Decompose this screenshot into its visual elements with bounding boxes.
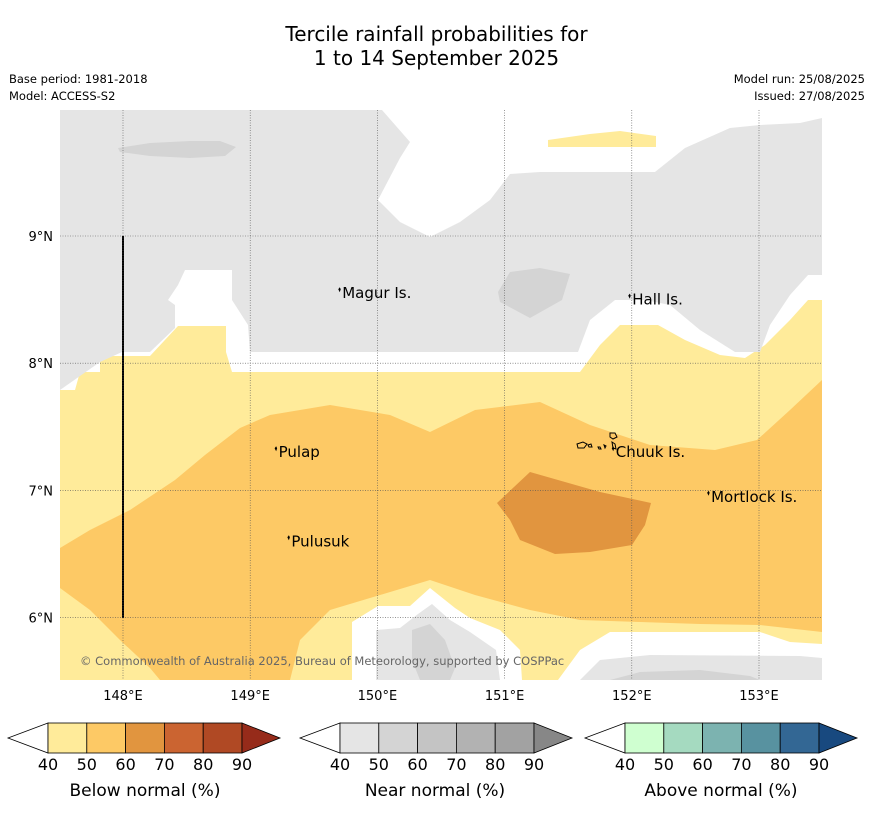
near-normal-50-60-north-center — [498, 268, 570, 318]
colorbar-swatch — [779, 722, 820, 754]
colorbar-swatch — [702, 722, 742, 754]
tick-labels: 148°E 149°E 150°E 151°E 152°E 153°E 9°N 8°N 7°N 6… — [29, 230, 779, 704]
below-normal-40-50-south — [60, 588, 160, 680]
place-labels: Magur Is. Hall Is. Pulap Chuuk Is. Mortlock … — [274, 284, 797, 550]
map-fields — [60, 110, 822, 680]
colorbar-tick-label: 60 — [407, 755, 427, 774]
lon-tick-label: 149°E — [230, 689, 270, 704]
colorbar-under-triangle — [6, 722, 49, 754]
island-marker — [287, 535, 290, 541]
island-marker — [707, 490, 710, 496]
lat-tick-label: 8°N — [29, 357, 54, 372]
colorbar-tick-label: 40 — [615, 755, 635, 774]
colorbar-swatch — [455, 722, 496, 754]
colorbar-tick-label: 80 — [193, 755, 213, 774]
below-normal-60-70-field — [497, 472, 651, 554]
colorbar-swatch — [378, 722, 419, 754]
colorbar-near-normal-graphic: 40 50 60 70 80 90 — [298, 722, 574, 774]
lon-tick-label: 151°E — [485, 689, 525, 704]
colorbar-swatch — [202, 722, 243, 754]
colorbar-above-normal-title: Above normal (%) — [644, 781, 798, 801]
colorbar-tick-label: 80 — [485, 755, 505, 774]
colorbar-swatch — [86, 722, 127, 754]
colorbar-swatch — [339, 722, 380, 754]
colorbar-swatch — [740, 722, 781, 754]
lon-tick-label: 152°E — [612, 689, 652, 704]
colorbar-tick-label: 40 — [330, 755, 350, 774]
colorbar-swatch — [125, 722, 165, 754]
island-marker — [274, 446, 278, 452]
colorbar-below-normal-title: Below normal (%) — [69, 781, 221, 801]
colorbar-above-normal: 40 50 60 70 80 90 — [577, 720, 867, 780]
colorbar-tick-label: 60 — [115, 755, 135, 774]
colorbar-over-triangle — [818, 722, 859, 754]
meta-right: Model run: 25/08/2025 Issued: 27/08/2025 — [734, 71, 865, 105]
colorbar-tick-label: 50 — [654, 755, 674, 774]
below-normal-40-50-north-strip — [548, 131, 656, 147]
base-period: Base period: 1981-2018 — [9, 72, 148, 86]
place-label: Magur Is. — [342, 284, 411, 302]
chuuk-island-outlines — [576, 432, 618, 450]
island-marker — [611, 446, 615, 452]
colorbar-swatch — [624, 722, 665, 754]
colorbar-tick-label: 90 — [524, 755, 544, 774]
island-marker — [628, 293, 631, 299]
colorbar-tick-label: 70 — [446, 755, 466, 774]
place-label: Hall Is. — [632, 291, 683, 309]
colorbar-tick-label: 80 — [770, 755, 790, 774]
graticule — [60, 110, 822, 680]
place-label: Pulap — [279, 443, 320, 461]
lon-tick-label: 150°E — [358, 689, 398, 704]
lat-tick-label: 6°N — [29, 612, 54, 627]
colorbar-tick-label: 50 — [77, 755, 97, 774]
colorbar-under-triangle — [583, 722, 626, 754]
colorbar-swatch — [494, 722, 535, 754]
place-label: Mortlock Is. — [711, 488, 797, 506]
colorbar-below-normal: 40 50 60 70 80 90 — [0, 720, 290, 780]
map-title-line2: 1 to 14 September 2025 — [313, 46, 560, 70]
model-name: Model: ACCESS-S2 — [9, 89, 116, 103]
place-label: Pulusuk — [291, 532, 349, 550]
colorbar-below-normal-graphic: 40 50 60 70 80 90 — [6, 722, 282, 774]
lon-tick-label: 148°E — [103, 689, 143, 704]
near-normal-50-60-southeast — [610, 670, 760, 680]
near-normal-50-60-north-west — [118, 141, 236, 158]
map-title: Tercile rainfall probabilities for 1 to … — [0, 22, 873, 70]
lon-tick-label: 153°E — [739, 689, 779, 704]
colorbar-swatch — [47, 722, 88, 754]
colorbar-over-triangle — [241, 722, 282, 754]
colorbar-tick-label: 90 — [232, 755, 252, 774]
lat-tick-label: 9°N — [29, 230, 54, 245]
near-normal-50-60-south — [412, 624, 455, 680]
colorbar-tick-label: 70 — [154, 755, 174, 774]
colorbar-over-triangle — [533, 722, 574, 754]
place-label: Chuuk Is. — [616, 443, 685, 461]
island-marker — [338, 287, 341, 293]
colorbar-swatch — [417, 722, 457, 754]
colorbar-swatch — [163, 722, 204, 754]
colorbar-tick-label: 70 — [731, 755, 751, 774]
lat-tick-label: 7°N — [29, 484, 54, 499]
colorbar-under-triangle — [298, 722, 341, 754]
colorbar-above-normal-graphic: 40 50 60 70 80 90 — [583, 722, 859, 774]
copyright-text: © Commonwealth of Australia 2025, Bureau… — [80, 654, 564, 668]
map-title-line1: Tercile rainfall probabilities for — [285, 22, 588, 46]
probability-map: 148°E 149°E 150°E 151°E 152°E 153°E 9°N 8°N 7°N 6… — [29, 110, 822, 704]
colorbar-tick-label: 40 — [38, 755, 58, 774]
colorbar-tick-label: 90 — [809, 755, 829, 774]
issued-date: Issued: 27/08/2025 — [754, 89, 865, 103]
meta-left: Base period: 1981-2018 Model: ACCESS-S2 — [9, 71, 148, 105]
colorbar-near-normal-title: Near normal (%) — [364, 781, 506, 801]
model-run: Model run: 25/08/2025 — [733, 72, 865, 86]
colorbar-tick-label: 60 — [692, 755, 712, 774]
colorbar-tick-label: 50 — [369, 755, 389, 774]
colorbar-near-normal: 40 50 60 70 80 90 — [292, 720, 582, 780]
colorbar-swatch — [663, 722, 704, 754]
